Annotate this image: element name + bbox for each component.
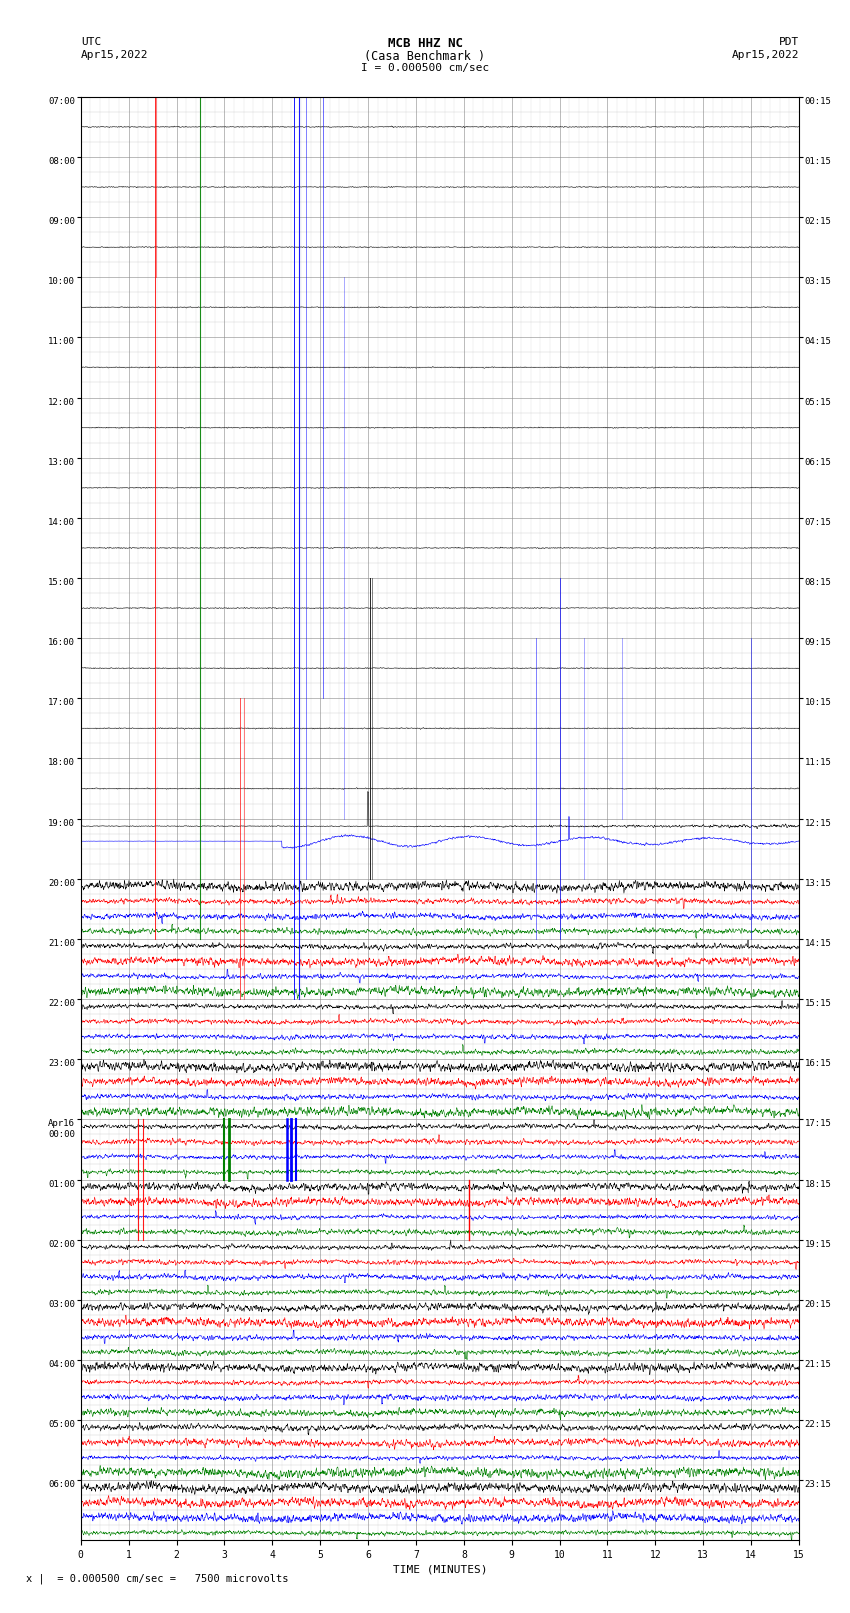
X-axis label: TIME (MINUTES): TIME (MINUTES): [393, 1565, 487, 1574]
Text: x |  = 0.000500 cm/sec =   7500 microvolts: x | = 0.000500 cm/sec = 7500 microvolts: [26, 1573, 288, 1584]
Text: I = 0.000500 cm/sec: I = 0.000500 cm/sec: [361, 63, 489, 73]
Text: MCB HHZ NC: MCB HHZ NC: [388, 37, 462, 50]
Text: PDT: PDT: [779, 37, 799, 47]
Text: Apr15,2022: Apr15,2022: [81, 50, 148, 60]
Text: Apr15,2022: Apr15,2022: [732, 50, 799, 60]
Text: UTC: UTC: [81, 37, 101, 47]
Text: (Casa Benchmark ): (Casa Benchmark ): [365, 50, 485, 63]
